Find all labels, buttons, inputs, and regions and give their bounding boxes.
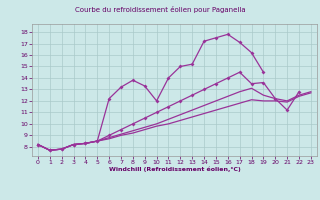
X-axis label: Windchill (Refroidissement éolien,°C): Windchill (Refroidissement éolien,°C) — [108, 167, 240, 172]
Text: Courbe du refroidissement éolien pour Paganella: Courbe du refroidissement éolien pour Pa… — [75, 6, 245, 13]
